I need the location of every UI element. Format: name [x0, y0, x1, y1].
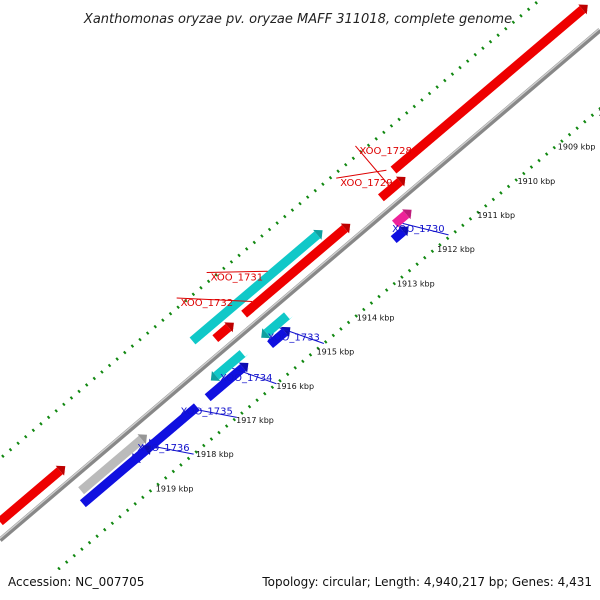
- gene-body: [150, 403, 200, 447]
- map-title: Xanthomonas oryzae pv. oryzae MAFF 31101…: [83, 12, 512, 27]
- gene-body: [78, 435, 145, 495]
- gene-feature: [241, 223, 351, 318]
- gene-body: [241, 225, 348, 318]
- gene-body: [378, 178, 403, 202]
- gene-body: [79, 446, 149, 508]
- gene-arrowhead: [313, 229, 323, 240]
- gene-body: [390, 227, 407, 243]
- gene-arrowhead: [137, 434, 147, 445]
- genome-summary: Topology: circular; Length: 4,940,217 bp…: [261, 575, 592, 589]
- gene-body: [263, 312, 290, 337]
- kbp-tick-label: 1914 kbp: [357, 313, 395, 322]
- backbone-highlight: [0, 28, 600, 540]
- gene-feature: [210, 350, 249, 381]
- gene-feature: [189, 229, 324, 345]
- gene-label-leader: [232, 367, 277, 385]
- minus-scale-dots: [0, 0, 542, 461]
- gene-feature: [392, 209, 413, 228]
- gene-label-leader: [402, 222, 449, 236]
- gene-body: [212, 323, 232, 342]
- gene-label-leaders: [156, 145, 449, 455]
- gene-label: XOO_1729: [340, 178, 392, 189]
- kbp-tick-label: 1909 kbp: [558, 143, 596, 152]
- gene-body: [204, 364, 246, 402]
- gene-label-leader: [336, 169, 387, 179]
- gene-body: [267, 328, 288, 348]
- gene-label: XOO_1735: [180, 406, 232, 417]
- gene-arrowhead: [224, 322, 234, 333]
- gene-feature: [212, 322, 235, 342]
- gene-labels: XOO_1728 XOO_1729 XOO_1730 XOO_1731 XOO_1732…: [137, 146, 444, 454]
- gene-arrowhead: [238, 362, 249, 373]
- kbp-tick-label: 1915 kbp: [317, 348, 355, 357]
- gene-label: XOO_1736: [137, 443, 189, 454]
- gene-label: XOO_1730: [392, 224, 444, 235]
- kbp-tick-label: 1917 kbp: [236, 416, 274, 425]
- gene-label-leader: [176, 297, 253, 303]
- gene-arrowhead: [55, 465, 66, 476]
- gene-arrowhead: [402, 209, 412, 220]
- gene-body: [0, 467, 63, 526]
- gene-feature: [204, 362, 249, 402]
- gene-arrowhead: [399, 226, 409, 237]
- dotted-scale-lines: [0, 0, 600, 587]
- gene-label-leader: [355, 145, 390, 186]
- gene-arrowhead: [340, 223, 351, 234]
- genome-backbone: [0, 28, 600, 542]
- gene-arrowhead: [210, 371, 221, 381]
- gene-arrowhead: [141, 445, 152, 456]
- kbp-tick-labels: 1908 kbp 1909 kbp 1910 kbp 1911 kbp 1912 kbp…: [156, 108, 600, 493]
- gene-body: [390, 6, 586, 174]
- backbone-line: [0, 28, 600, 542]
- plus-scale-dots: [37, 106, 600, 587]
- gene-label: XOO_1728: [359, 146, 411, 157]
- kbp-tick-label: 1910 kbp: [518, 177, 556, 186]
- gene-feature: [390, 4, 589, 174]
- gene-arrowhead: [395, 176, 406, 187]
- gene-label: XOO_1733: [267, 332, 319, 343]
- kbp-tick-label: 1919 kbp: [156, 484, 194, 493]
- gene-label-leader: [156, 446, 194, 455]
- gene-label-leader: [279, 327, 325, 344]
- accession-label: Accession: NC_007705: [8, 575, 144, 589]
- gene-label: XOO_1734: [220, 373, 272, 384]
- gene-body: [392, 210, 410, 228]
- gene-feature: [390, 226, 410, 243]
- gene-feature: [378, 176, 406, 202]
- kbp-tick-label: 1908 kbp: [598, 108, 600, 117]
- gene-arrowhead: [261, 328, 271, 339]
- gene-feature: [78, 434, 148, 495]
- gene-label: XOO_1732: [181, 298, 233, 309]
- gene-body: [213, 350, 246, 380]
- gene-feature: [261, 312, 293, 339]
- kbp-tick-label: 1918 kbp: [196, 450, 234, 459]
- gene-label-leader: [206, 270, 268, 273]
- gene-feature: [79, 445, 152, 508]
- kbp-tick-label: 1912 kbp: [437, 245, 475, 254]
- kbp-tick-label: 1913 kbp: [397, 279, 435, 288]
- gene-body: [189, 231, 321, 345]
- gene-features: [0, 4, 589, 526]
- kbp-tick-label: 1911 kbp: [477, 211, 515, 220]
- kbp-tick-label: 1916 kbp: [276, 382, 314, 391]
- gene-label: XOO_1731: [211, 272, 263, 283]
- gene-arrowhead: [578, 4, 588, 15]
- gene-label-leader: [199, 409, 237, 418]
- gene-feature: [0, 465, 66, 526]
